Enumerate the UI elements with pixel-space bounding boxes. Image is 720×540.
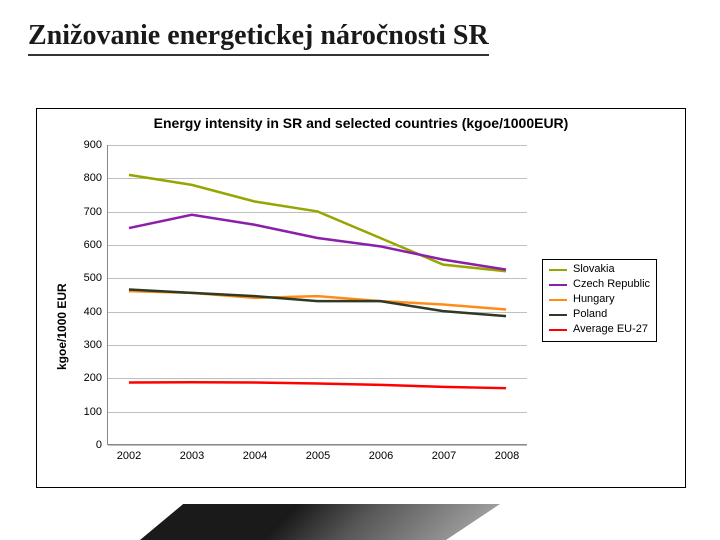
ytick-label: 800	[78, 172, 108, 184]
ytick-label: 300	[78, 339, 108, 351]
xtick-label: 2003	[180, 444, 204, 462]
legend-label: Czech Republic	[573, 277, 650, 292]
legend-swatch	[549, 314, 567, 316]
legend-label: Poland	[573, 307, 607, 322]
legend-label: Slovakia	[573, 262, 615, 277]
ytick-label: 0	[78, 439, 108, 451]
xtick-label: 2006	[369, 444, 393, 462]
xtick-label: 2007	[432, 444, 456, 462]
chart-title: Energy intensity in SR and selected coun…	[37, 115, 685, 131]
y-axis-label: kgoe/1000 EUR	[55, 283, 69, 370]
series-line	[129, 175, 506, 271]
series-line	[129, 382, 506, 388]
xtick-label: 2005	[306, 444, 330, 462]
legend-item: Hungary	[549, 292, 650, 307]
legend-swatch	[549, 299, 567, 301]
legend-item: Czech Republic	[549, 277, 650, 292]
ytick-label: 900	[78, 139, 108, 151]
ytick-label: 600	[78, 239, 108, 251]
decorative-shadow	[140, 504, 500, 540]
series-line	[129, 215, 506, 270]
series-line	[129, 290, 506, 317]
legend-item: Poland	[549, 307, 650, 322]
legend-swatch	[549, 284, 567, 286]
ytick-label: 100	[78, 406, 108, 418]
legend: SlovakiaCzech RepublicHungaryPolandAvera…	[542, 259, 657, 342]
plot-area: 0100200300400500600700800900200220032004…	[107, 145, 527, 445]
legend-item: Slovakia	[549, 262, 650, 277]
page-title: Znižovanie energetickej náročnosti SR	[28, 20, 489, 56]
legend-label: Hungary	[573, 292, 615, 307]
xtick-label: 2008	[495, 444, 519, 462]
chart-lines	[108, 145, 527, 444]
chart-container: Energy intensity in SR and selected coun…	[36, 108, 686, 488]
xtick-label: 2004	[243, 444, 267, 462]
legend-label: Average EU-27	[573, 322, 648, 337]
ytick-label: 700	[78, 206, 108, 218]
legend-item: Average EU-27	[549, 322, 650, 337]
xtick-label: 2002	[117, 444, 141, 462]
ytick-label: 500	[78, 272, 108, 284]
legend-swatch	[549, 269, 567, 271]
ytick-label: 200	[78, 372, 108, 384]
legend-swatch	[549, 329, 567, 331]
ytick-label: 400	[78, 306, 108, 318]
